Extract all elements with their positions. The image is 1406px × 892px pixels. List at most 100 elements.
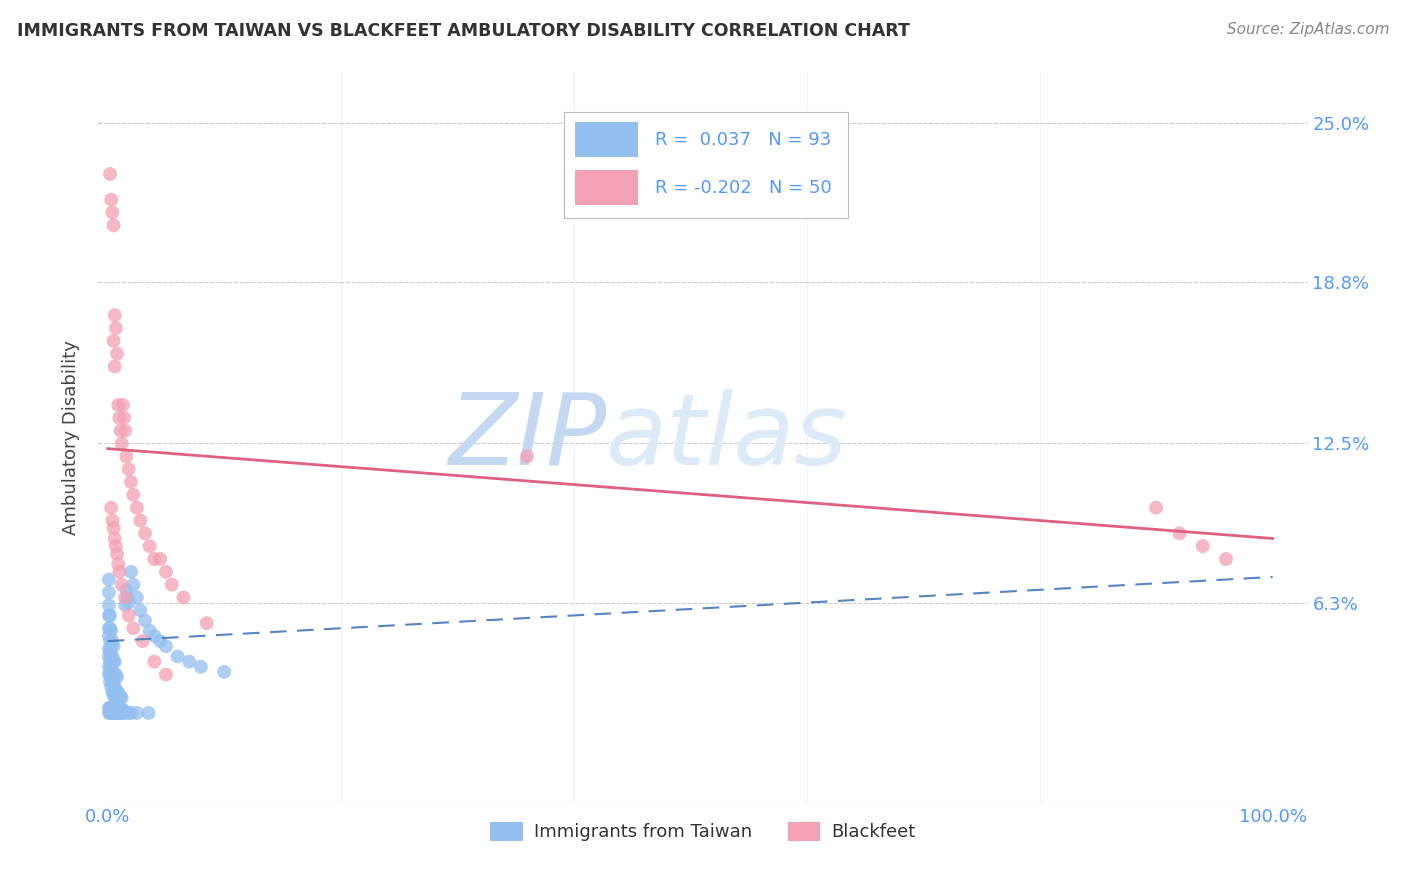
Point — [105, 696, 128, 710]
Point — [101, 701, 124, 715]
Point — [98, 706, 121, 720]
Point — [97, 706, 120, 720]
Point — [118, 596, 141, 610]
Point — [100, 193, 122, 207]
Point — [100, 624, 122, 638]
Point — [98, 665, 121, 679]
Point — [107, 706, 129, 720]
Point — [100, 670, 122, 684]
Point — [97, 608, 120, 623]
Point — [172, 591, 194, 605]
Point — [118, 462, 141, 476]
Point — [107, 398, 129, 412]
Point — [103, 688, 125, 702]
Point — [149, 552, 172, 566]
Point — [129, 514, 152, 528]
Point — [100, 681, 122, 695]
Point — [125, 591, 148, 605]
Point — [129, 603, 152, 617]
Point — [100, 660, 122, 674]
Point — [111, 703, 134, 717]
Point — [118, 706, 141, 720]
Point — [118, 608, 141, 623]
Point — [101, 685, 124, 699]
Point — [97, 660, 120, 674]
Point — [131, 634, 153, 648]
Point — [100, 706, 122, 720]
Point — [104, 690, 127, 705]
Point — [98, 701, 121, 715]
Point — [110, 690, 132, 705]
Point — [120, 475, 142, 489]
Point — [112, 410, 135, 425]
Point — [98, 608, 121, 623]
Point — [97, 621, 120, 635]
Point — [104, 359, 127, 374]
Point — [103, 334, 125, 348]
Point — [516, 450, 538, 464]
Point — [97, 629, 120, 643]
Point — [108, 565, 131, 579]
Point — [103, 639, 125, 653]
Point — [114, 424, 136, 438]
Point — [103, 521, 125, 535]
Text: atlas: atlas — [606, 389, 848, 485]
Point — [143, 552, 166, 566]
Point — [110, 701, 132, 715]
Point — [104, 321, 127, 335]
Point — [103, 655, 125, 669]
Point — [1191, 539, 1213, 553]
Point — [112, 703, 135, 717]
Point — [134, 614, 156, 628]
Point — [160, 577, 183, 591]
Point — [97, 649, 120, 664]
Point — [100, 649, 122, 664]
Point — [101, 649, 124, 664]
Point — [107, 698, 129, 713]
Point — [104, 308, 127, 322]
Point — [122, 488, 145, 502]
Point — [190, 660, 212, 674]
Point — [114, 598, 136, 612]
Point — [212, 665, 235, 679]
Point — [134, 526, 156, 541]
Point — [117, 591, 139, 605]
Point — [138, 539, 160, 553]
Point — [125, 706, 148, 720]
Point — [103, 219, 125, 233]
Point — [111, 436, 134, 450]
Point — [105, 346, 128, 360]
Point — [101, 634, 124, 648]
Point — [104, 670, 127, 684]
Point — [98, 675, 121, 690]
Point — [103, 706, 125, 720]
Point — [111, 398, 134, 412]
Point — [143, 629, 166, 643]
Point — [105, 670, 128, 684]
Point — [110, 706, 132, 720]
Point — [104, 681, 127, 695]
Text: ZIP: ZIP — [449, 389, 606, 485]
Point — [98, 621, 121, 635]
Point — [143, 655, 166, 669]
Point — [105, 706, 128, 720]
Point — [107, 685, 129, 699]
Text: Source: ZipAtlas.com: Source: ZipAtlas.com — [1226, 22, 1389, 37]
Point — [104, 706, 127, 720]
Point — [97, 667, 120, 681]
Point — [98, 655, 121, 669]
Point — [111, 690, 134, 705]
Point — [108, 410, 131, 425]
Point — [1215, 552, 1237, 566]
Point — [104, 667, 127, 681]
Point — [103, 678, 125, 692]
Point — [103, 701, 125, 715]
Point — [1168, 526, 1191, 541]
Point — [97, 598, 120, 612]
Point — [101, 675, 124, 690]
Point — [114, 591, 136, 605]
Point — [101, 706, 124, 720]
Point — [115, 582, 138, 597]
Point — [111, 577, 134, 591]
Point — [98, 167, 121, 181]
